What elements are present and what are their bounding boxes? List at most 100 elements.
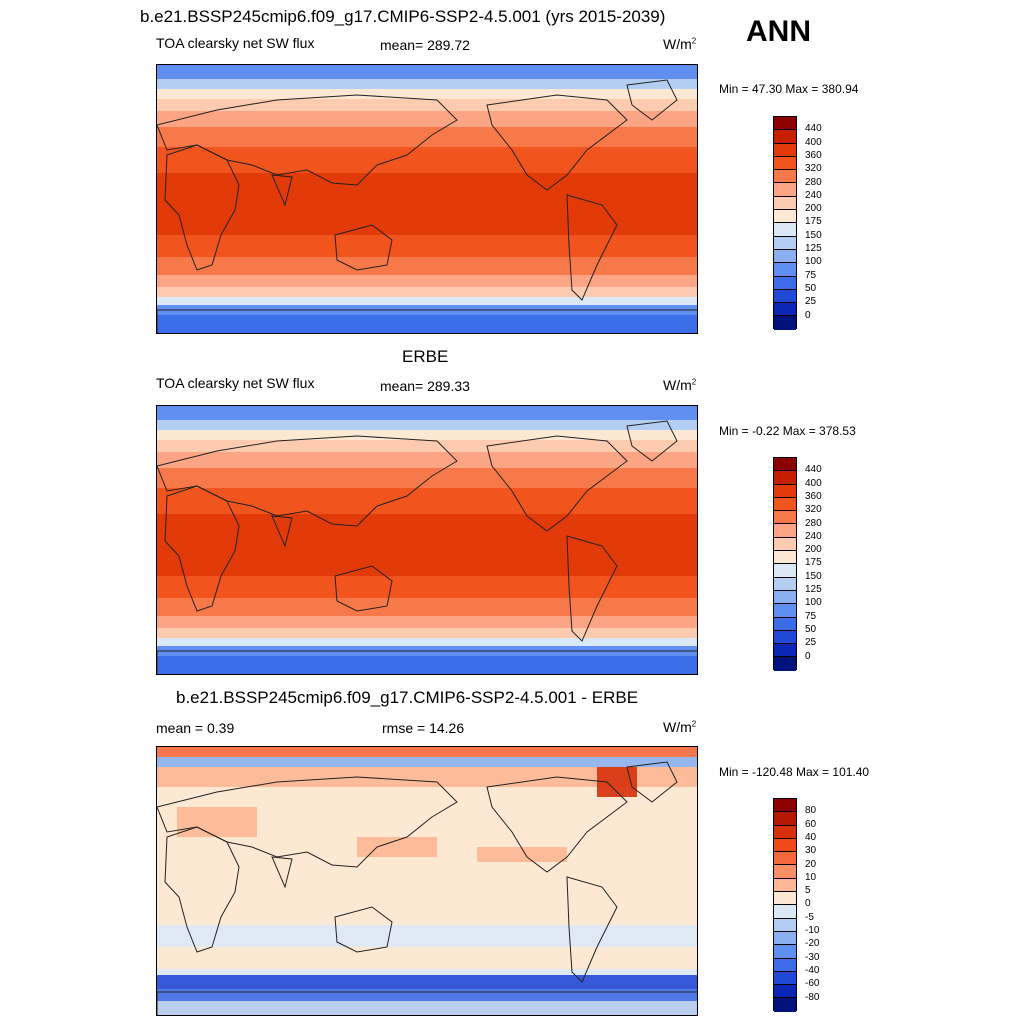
- coastline: [566, 194, 618, 301]
- panel-model-units: W/m2: [663, 36, 697, 52]
- field-band: [157, 430, 697, 440]
- colorbar-swatch: [774, 617, 796, 631]
- coastline: [486, 94, 628, 191]
- coastline: [486, 435, 628, 532]
- colorbar-tick-label: 125: [805, 584, 822, 595]
- coastline: [157, 650, 697, 674]
- field-band: [157, 514, 697, 576]
- field-band: [157, 235, 697, 257]
- colorbar-swatch: [774, 117, 796, 131]
- colorbar-tick-label: 25: [805, 296, 817, 308]
- coastline: [157, 94, 458, 186]
- colorbar-tick-label: 100: [805, 597, 822, 609]
- field-band: [157, 598, 697, 616]
- colorbar-tick-label: 100: [805, 256, 822, 268]
- colorbar-swatch: [774, 143, 796, 157]
- field-band: [157, 127, 697, 147]
- panel-diff-map: [156, 746, 698, 1016]
- panel-obs-title: ERBE: [402, 347, 449, 366]
- colorbar-swatch: [774, 236, 796, 250]
- field-band: [157, 576, 697, 598]
- colorbar-tick-label: 40: [805, 831, 817, 843]
- field-band: [157, 147, 697, 173]
- colorbar-swatch: [774, 156, 796, 171]
- panel-obs-minmax: Min = -0.22 Max = 378.53: [719, 424, 856, 438]
- colorbar-swatch: [774, 170, 796, 184]
- panel-diff-rmse: rmse = 14.26: [382, 720, 465, 736]
- field-band: [157, 452, 697, 468]
- colorbar-tick-label: 175: [805, 216, 822, 228]
- colorbar-tick-label: -80: [805, 991, 820, 1003]
- colorbar-tick-label: 60: [805, 818, 817, 830]
- colorbar-swatch: [774, 838, 796, 853]
- colorbar-tick-label: 440: [805, 464, 822, 476]
- season-label: ANN: [746, 15, 811, 48]
- colorbar-swatch: [774, 604, 796, 618]
- colorbar-tick-label: -5: [805, 911, 814, 923]
- colorbar-tick-label: 440: [805, 123, 822, 135]
- coastline: [271, 515, 293, 548]
- field-band: [157, 420, 697, 430]
- colorbar-swatch: [774, 878, 796, 893]
- panel-model-minmax: Min = 47.30 Max = 380.94: [719, 82, 859, 96]
- colorbar-tick-label: 400: [805, 136, 822, 148]
- colorbar-tick-label: 0: [805, 898, 811, 910]
- colorbar-tick-label: 280: [805, 176, 822, 188]
- colorbar-swatch: [774, 210, 796, 224]
- colorbar-swatch: [774, 590, 796, 605]
- panel-model-colorbar: [773, 116, 797, 330]
- colorbar-tick-label: 50: [805, 282, 817, 294]
- colorbar-tick-label: 400: [805, 477, 822, 489]
- colorbar-tick-label: 75: [805, 269, 817, 281]
- coastline: [334, 565, 393, 612]
- panel-diff-units: W/m2: [663, 719, 697, 735]
- colorbar-tick-label: -10: [805, 925, 820, 936]
- plot-title: b.e21.BSSP245cmip6.f09_g17.CMIP6-SSP2-4.…: [140, 7, 666, 26]
- colorbar-swatch: [774, 196, 796, 211]
- coastline: [157, 309, 697, 333]
- panel-obs-colorbar: [773, 457, 797, 671]
- colorbar-tick-label: 360: [805, 149, 822, 161]
- field-band: [157, 257, 697, 275]
- field-band: [157, 638, 697, 646]
- colorbar-tick-label: 30: [805, 845, 817, 857]
- coastline: [157, 435, 458, 527]
- colorbar-tick-label: 150: [805, 229, 822, 241]
- colorbar-swatch: [774, 852, 796, 866]
- colorbar-tick-label: 75: [805, 610, 817, 622]
- colorbar-tick-label: -30: [805, 951, 820, 963]
- colorbar-swatch: [774, 644, 796, 658]
- colorbar-swatch: [774, 484, 796, 498]
- colorbar-swatch: [774, 918, 796, 932]
- field-band: [157, 99, 697, 111]
- colorbar-tick-label: 20: [805, 858, 817, 870]
- colorbar-tick-label: 125: [805, 243, 822, 254]
- coastline: [626, 79, 678, 121]
- colorbar-swatch: [774, 985, 796, 999]
- colorbar-tick-label: 0: [805, 650, 811, 662]
- field-band: [157, 287, 697, 297]
- colorbar-swatch: [774, 945, 796, 959]
- field-band: [157, 275, 697, 287]
- field-band: [157, 406, 697, 420]
- panel-obs-stat: mean= 289.33: [380, 378, 470, 394]
- panel-diff-minmax: Min = -120.48 Max = 101.40: [719, 765, 870, 779]
- colorbar-tick-label: 10: [805, 871, 817, 883]
- field-band: [157, 656, 697, 674]
- panel-model-map: [156, 64, 698, 334]
- colorbar-tick-label: 280: [805, 517, 822, 529]
- panel-diff-mean: mean = 0.39: [156, 720, 235, 736]
- colorbar-swatch: [774, 865, 796, 879]
- colorbar-swatch: [774, 276, 796, 290]
- colorbar-swatch: [774, 799, 796, 813]
- colorbar-tick-label: 25: [805, 637, 817, 649]
- colorbar-tick-label: 240: [805, 530, 822, 542]
- field-band: [157, 297, 697, 305]
- panel-obs-map: [156, 405, 698, 675]
- field-band: [157, 89, 697, 99]
- colorbar-swatch: [774, 183, 796, 197]
- colorbar-tick-label: 150: [805, 570, 822, 582]
- colorbar-swatch: [774, 892, 796, 906]
- panel-model-stat: mean= 289.72: [380, 37, 470, 53]
- panel-obs-units: W/m2: [663, 377, 697, 393]
